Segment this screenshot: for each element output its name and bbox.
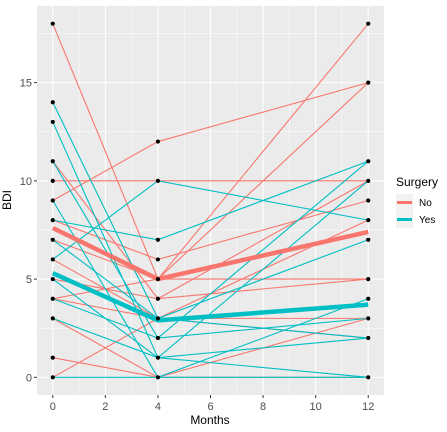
y-tick-label: 10 <box>20 176 32 188</box>
data-point <box>366 335 371 341</box>
data-point <box>155 335 161 341</box>
x-tick-label: 0 <box>50 401 56 413</box>
data-point <box>50 218 55 223</box>
data-point <box>366 316 371 321</box>
data-point <box>50 316 55 321</box>
x-axis-ticks: 0 2 4 6 8 10 12 <box>50 395 374 413</box>
data-point <box>50 159 55 164</box>
legend-label-yes: Yes <box>419 215 435 226</box>
data-point <box>366 198 371 203</box>
data-point <box>50 198 55 203</box>
data-point <box>155 178 161 183</box>
data-point <box>50 100 55 105</box>
data-point <box>50 178 55 183</box>
data-point <box>50 237 55 242</box>
x-tick-label: 10 <box>310 401 322 413</box>
data-point <box>366 276 371 282</box>
data-point <box>50 375 55 380</box>
data-point <box>366 375 371 380</box>
data-point <box>50 355 55 360</box>
data-point <box>366 218 371 223</box>
x-tick-label: 2 <box>102 401 108 413</box>
data-point <box>155 316 161 321</box>
data-point <box>366 21 371 26</box>
x-axis-title: Months <box>190 413 229 427</box>
x-tick-label: 6 <box>207 401 213 413</box>
y-tick-label: 15 <box>20 78 32 90</box>
data-point <box>50 119 55 125</box>
legend-title: Surgery <box>396 175 438 189</box>
data-point <box>155 296 161 301</box>
data-point <box>155 375 161 380</box>
y-axis-ticks: 0 5 10 15 <box>20 78 37 384</box>
data-points <box>50 21 371 380</box>
y-tick-label: 0 <box>26 372 32 384</box>
data-point <box>366 178 371 183</box>
data-point <box>50 21 55 26</box>
x-tick-label: 8 <box>260 401 266 413</box>
data-point <box>155 139 161 144</box>
data-point <box>155 276 161 282</box>
data-point <box>155 355 161 360</box>
y-axis-title: BDI <box>0 190 14 210</box>
data-point <box>50 276 55 282</box>
legend: Surgery No Yes <box>396 175 438 228</box>
data-point <box>366 296 371 301</box>
data-point <box>366 80 371 85</box>
legend-label-no: No <box>419 198 432 209</box>
data-point <box>155 257 161 262</box>
data-point <box>50 257 55 262</box>
x-tick-label: 12 <box>362 401 374 413</box>
data-point <box>50 296 55 301</box>
x-tick-label: 4 <box>155 401 161 413</box>
y-tick-label: 5 <box>26 274 32 286</box>
data-point <box>366 237 371 242</box>
data-point <box>366 159 371 164</box>
data-point <box>155 237 161 242</box>
